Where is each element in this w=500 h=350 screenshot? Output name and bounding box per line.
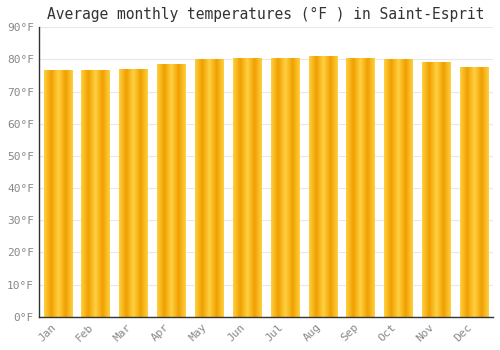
Title: Average monthly temperatures (°F ) in Saint-Esprit: Average monthly temperatures (°F ) in Sa… [47,7,484,22]
